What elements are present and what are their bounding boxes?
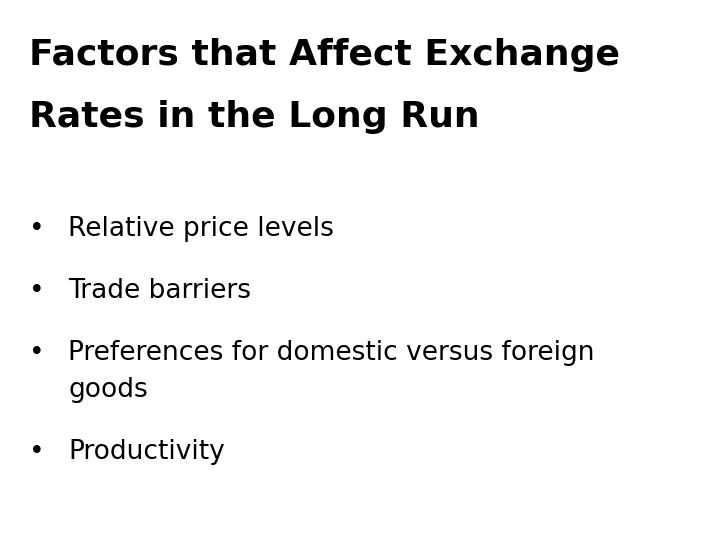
Text: Productivity: Productivity xyxy=(68,439,225,465)
Text: •: • xyxy=(29,216,45,242)
Text: Relative price levels: Relative price levels xyxy=(68,216,334,242)
Text: •: • xyxy=(29,439,45,465)
Text: Trade barriers: Trade barriers xyxy=(68,278,251,304)
Text: •: • xyxy=(29,278,45,304)
Text: Factors that Affect Exchange: Factors that Affect Exchange xyxy=(29,38,620,72)
Text: •: • xyxy=(29,340,45,366)
Text: Rates in the Long Run: Rates in the Long Run xyxy=(29,100,480,134)
Text: goods: goods xyxy=(68,377,148,403)
Text: Preferences for domestic versus foreign: Preferences for domestic versus foreign xyxy=(68,340,595,366)
